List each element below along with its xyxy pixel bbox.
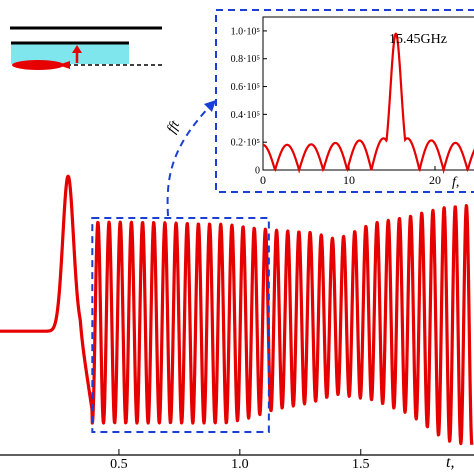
inset-y-tick-label: 1.0·10⁵ <box>231 26 260 37</box>
inset-x-ticks: 0 10 20 <box>260 166 441 187</box>
inset-y-tick-label: 0.6·10⁵ <box>231 82 260 93</box>
schematic-icon <box>10 26 162 70</box>
inset-y-tick-label: 0.2·10⁵ <box>231 138 260 149</box>
fft-arrow-head-icon <box>204 100 216 112</box>
inset-spectrum-line <box>262 32 474 175</box>
fft-window-box <box>91 217 270 433</box>
inset-y-ticks: 0 0.2·10⁵ 0.4·10⁵ 0.6·10⁵ 0.8·10⁵ 1.0·10⁵ <box>231 26 267 177</box>
inset-x-axis-label: f, <box>452 175 459 190</box>
inset-y-tick-label: 0.4·10⁵ <box>231 110 260 121</box>
main-x-tick-label: 1.5 <box>352 457 370 472</box>
schematic-up-arrow-icon <box>72 45 82 53</box>
fft-inset: 0 0.2·10⁵ 0.4·10⁵ 0.6·10⁵ 0.8·10⁵ 1.0·10⁵ 0 10… <box>215 9 474 193</box>
inset-x-tick-label: 20 <box>429 173 441 187</box>
fft-arrow-curve <box>166 103 213 217</box>
fft-arrow-label: fft <box>164 118 183 136</box>
inset-peak-annotation: 15.45GHz <box>389 32 447 47</box>
main-x-ticks: 0.5 1.0 1.5 <box>110 449 370 472</box>
main-x-axis-label: t, <box>446 454 454 471</box>
inset-x-tick-label: 0 <box>260 173 266 187</box>
schematic-arrow-right-icon <box>58 61 70 69</box>
main-axes: 0.5 1.0 1.5 t, <box>0 449 474 472</box>
main-waveform-line <box>0 174 474 446</box>
schematic-red-blob <box>12 60 64 70</box>
inset-x-tick-label: 10 <box>343 173 355 187</box>
inset-y-tick-label: 0 <box>255 166 260 177</box>
inset-y-tick-label: 0.8·10⁵ <box>231 54 260 65</box>
main-x-tick-label: 1.0 <box>231 457 249 472</box>
main-x-tick-label: 0.5 <box>110 457 128 472</box>
schematic-layer <box>11 43 129 64</box>
